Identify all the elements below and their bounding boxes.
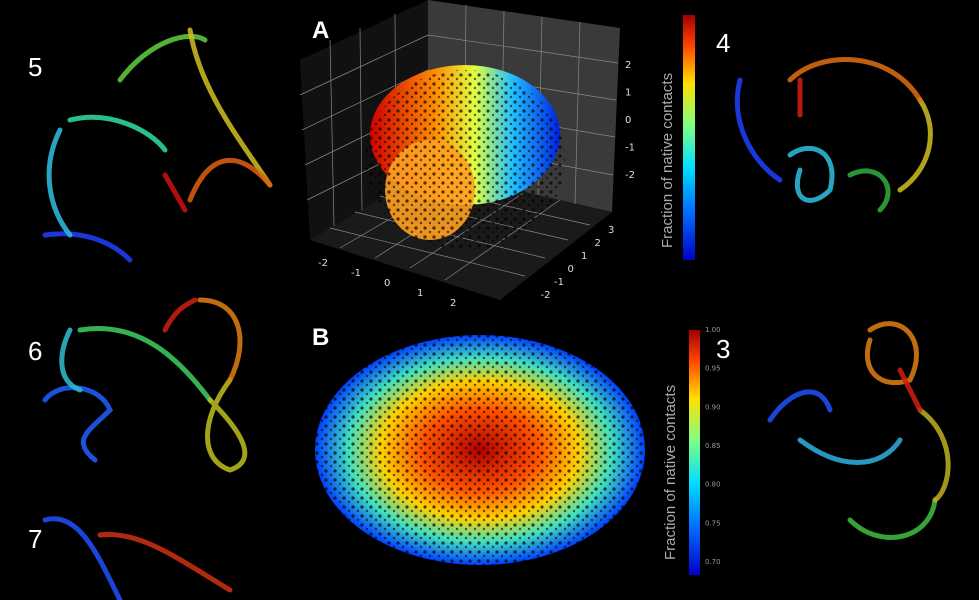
structure-7 <box>42 516 233 600</box>
y-tick-label: 2 <box>595 238 601 249</box>
z-tick-label: 1 <box>625 88 631 99</box>
x-tick-label: 2 <box>450 298 456 309</box>
colorbar-tick-label: 1.00 <box>705 326 721 334</box>
x-tick-label: 1 <box>417 288 423 299</box>
structure-label: 5 <box>28 52 42 82</box>
y-tick-label: 1 <box>581 251 587 262</box>
x-tick-label: -2 <box>318 258 328 269</box>
colorbar-label: Fraction of native contacts <box>659 73 676 248</box>
colorbar-ticks: 1.00 0.95 0.90 0.85 0.80 0.75 0.70 <box>705 326 721 566</box>
z-tick-label: -2 <box>625 170 635 181</box>
structure-4 <box>734 57 933 213</box>
z-tick-label: 0 <box>625 115 631 126</box>
y-tick-label: -1 <box>554 277 564 288</box>
structure-label: 6 <box>28 336 42 366</box>
colorbar-tick-label: 0.80 <box>705 481 721 489</box>
colorbar-tick-label: 0.95 <box>705 365 721 373</box>
z-tick-label: 2 <box>625 60 631 71</box>
colorbar-label: Fraction of native contacts <box>662 385 679 560</box>
point-speckle <box>312 332 648 568</box>
panel-label: B <box>312 324 329 351</box>
panel-label: A <box>312 17 329 44</box>
structure-3 <box>767 321 951 540</box>
structure-6 <box>42 297 248 473</box>
x-tick-label: -1 <box>351 268 361 279</box>
panel-b: B 1.00 0.95 0.90 0.85 0.80 0.75 0.70 Fraction … <box>312 324 721 575</box>
colorbar-tick-label: 0.70 <box>705 558 721 566</box>
structure-label: 3 <box>716 334 730 364</box>
x-tick-label: 0 <box>384 278 390 289</box>
colorbar-tick-label: 0.75 <box>705 519 721 527</box>
structure-label: 7 <box>28 524 42 554</box>
z-tick-label: -1 <box>625 143 635 154</box>
y-tick-label: 3 <box>608 225 614 236</box>
structure-label: 4 <box>716 28 730 58</box>
colorbar <box>689 330 700 575</box>
colorbar-tick-label: 0.85 <box>705 442 721 450</box>
colorbar <box>683 15 695 260</box>
structure-5 <box>42 27 273 263</box>
point-speckle <box>365 70 565 250</box>
colorbar-tick-label: 0.90 <box>705 403 721 411</box>
y-tick-label: 0 <box>568 264 574 275</box>
y-tick-label: -2 <box>541 290 551 301</box>
